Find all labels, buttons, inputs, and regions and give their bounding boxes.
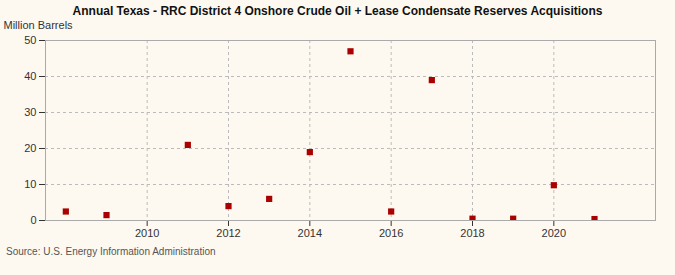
svg-text:50: 50: [24, 34, 36, 46]
svg-text:10: 10: [24, 178, 36, 190]
svg-text:30: 30: [24, 106, 36, 118]
svg-text:20: 20: [24, 142, 36, 154]
html-text:Annual Texas - RRC District 4: Annual Texas - RRC District 4 Onshore Cr…: [72, 4, 603, 18]
html-text:Source: U.S. Energy Informatio: Source: U.S. Energy Information Administ…: [6, 246, 216, 257]
svg-text:0: 0: [30, 214, 36, 226]
svg-text:Million Barrels: Million Barrels: [4, 19, 74, 31]
svg-text:2020: 2020: [542, 227, 566, 239]
svg-text:2012: 2012: [216, 227, 240, 239]
svg-text:40: 40: [24, 70, 36, 82]
svg-text:2010: 2010: [135, 227, 159, 239]
svg-text:2014: 2014: [298, 227, 322, 239]
svg-text:2018: 2018: [460, 227, 484, 239]
svg-text:2016: 2016: [379, 227, 403, 239]
